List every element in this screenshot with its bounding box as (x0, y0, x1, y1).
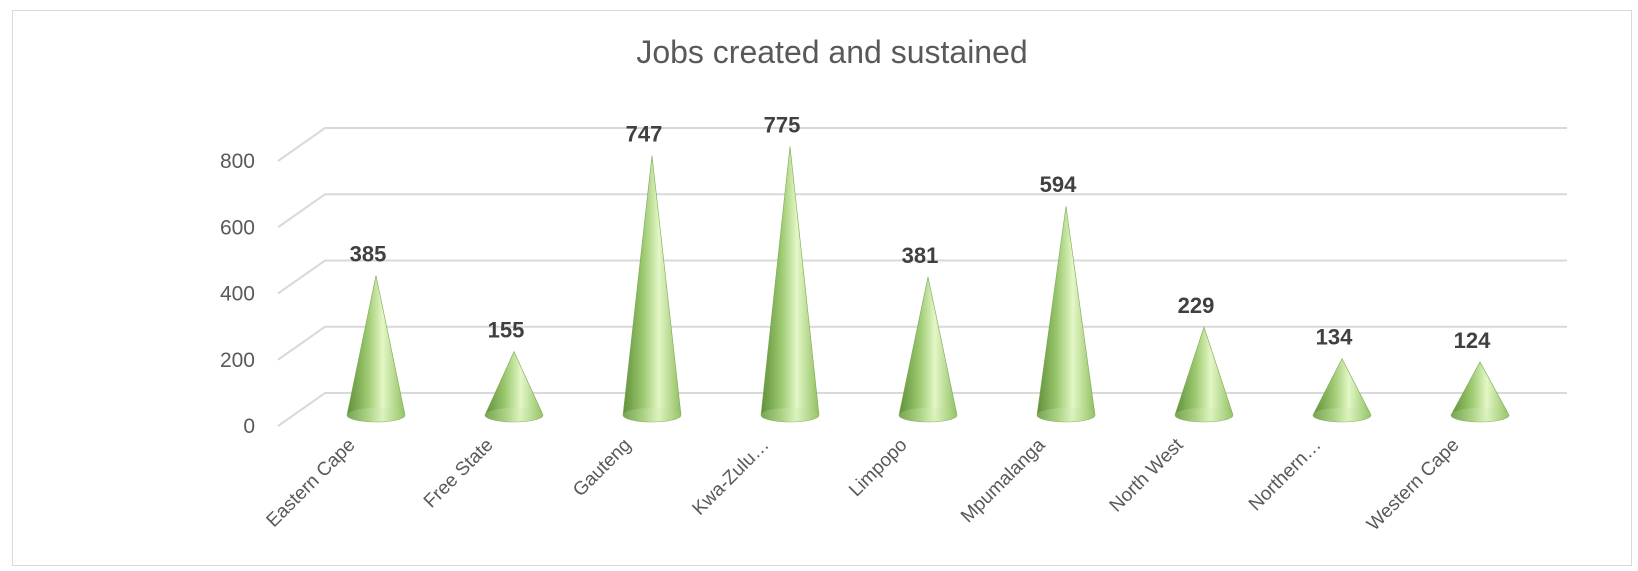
x-tick-label: Western Cape (1363, 435, 1463, 535)
gridline (277, 193, 1567, 229)
gridline (277, 127, 1567, 162)
cones (346, 146, 1510, 423)
cone-base (1037, 408, 1095, 422)
gridline (277, 392, 1567, 427)
cone-shape (1174, 326, 1234, 423)
cone-bar (1450, 361, 1510, 423)
y-axis-ticks: 0 200 400 600 800 (220, 150, 255, 438)
gridline (277, 259, 1567, 295)
cone-bar (1174, 326, 1234, 423)
x-tick-label: Northern… (1245, 435, 1326, 516)
y-tick-label: 800 (220, 150, 255, 173)
cone-bar (898, 276, 958, 423)
cone-shape (346, 275, 406, 423)
cone-base (899, 408, 957, 422)
data-label: 134 (1316, 325, 1353, 350)
data-label: 124 (1454, 328, 1491, 353)
x-tick-label: Limpopo (845, 435, 911, 501)
cone-base (485, 408, 543, 422)
y-tick-label: 400 (220, 283, 255, 306)
cone-base (761, 408, 819, 422)
data-label: 747 (626, 122, 663, 147)
chart-title: Jobs created and sustained (636, 34, 1027, 70)
data-labels: 385 155 747 775 381 594 229 134 124 (350, 112, 1491, 353)
data-label: 775 (764, 112, 801, 137)
cone-base (1175, 408, 1233, 422)
cone-bar (1312, 357, 1372, 423)
data-label: 385 (350, 241, 387, 266)
cone-shape (760, 146, 820, 423)
chart-area (12, 10, 1632, 566)
data-label: 594 (1040, 172, 1077, 197)
cone-bar (622, 155, 682, 423)
cone-bar (760, 146, 820, 423)
x-tick-label: Kwa-Zulu… (689, 435, 774, 520)
gridline (277, 325, 1567, 361)
cone-base (1313, 408, 1371, 422)
data-label: 155 (488, 318, 525, 343)
cone-base (1451, 408, 1509, 422)
data-label: 229 (1178, 293, 1215, 318)
cone-shape (622, 155, 682, 423)
y-tick-label: 200 (220, 349, 255, 372)
cone-bar (346, 275, 406, 423)
x-tick-label: Mpumalanga (957, 434, 1050, 527)
x-tick-label: Eastern Cape (263, 435, 360, 532)
cone-base (623, 408, 681, 422)
gridlines (277, 127, 1567, 427)
cone-bar (1036, 206, 1096, 423)
y-tick-label: 600 (220, 216, 255, 239)
cone-shape (898, 276, 958, 423)
y-tick-label: 0 (243, 415, 255, 438)
data-label: 381 (902, 243, 939, 268)
x-tick-label: North West (1106, 434, 1188, 516)
x-tick-label: Free State (420, 435, 498, 513)
cone-base (347, 408, 405, 422)
cone-bar (484, 350, 544, 423)
cone-shape (1036, 206, 1096, 423)
x-axis-ticks: Eastern Cape Free State Gauteng Kwa-Zulu… Li… (263, 434, 1464, 535)
x-tick-label: Gauteng (569, 435, 635, 501)
